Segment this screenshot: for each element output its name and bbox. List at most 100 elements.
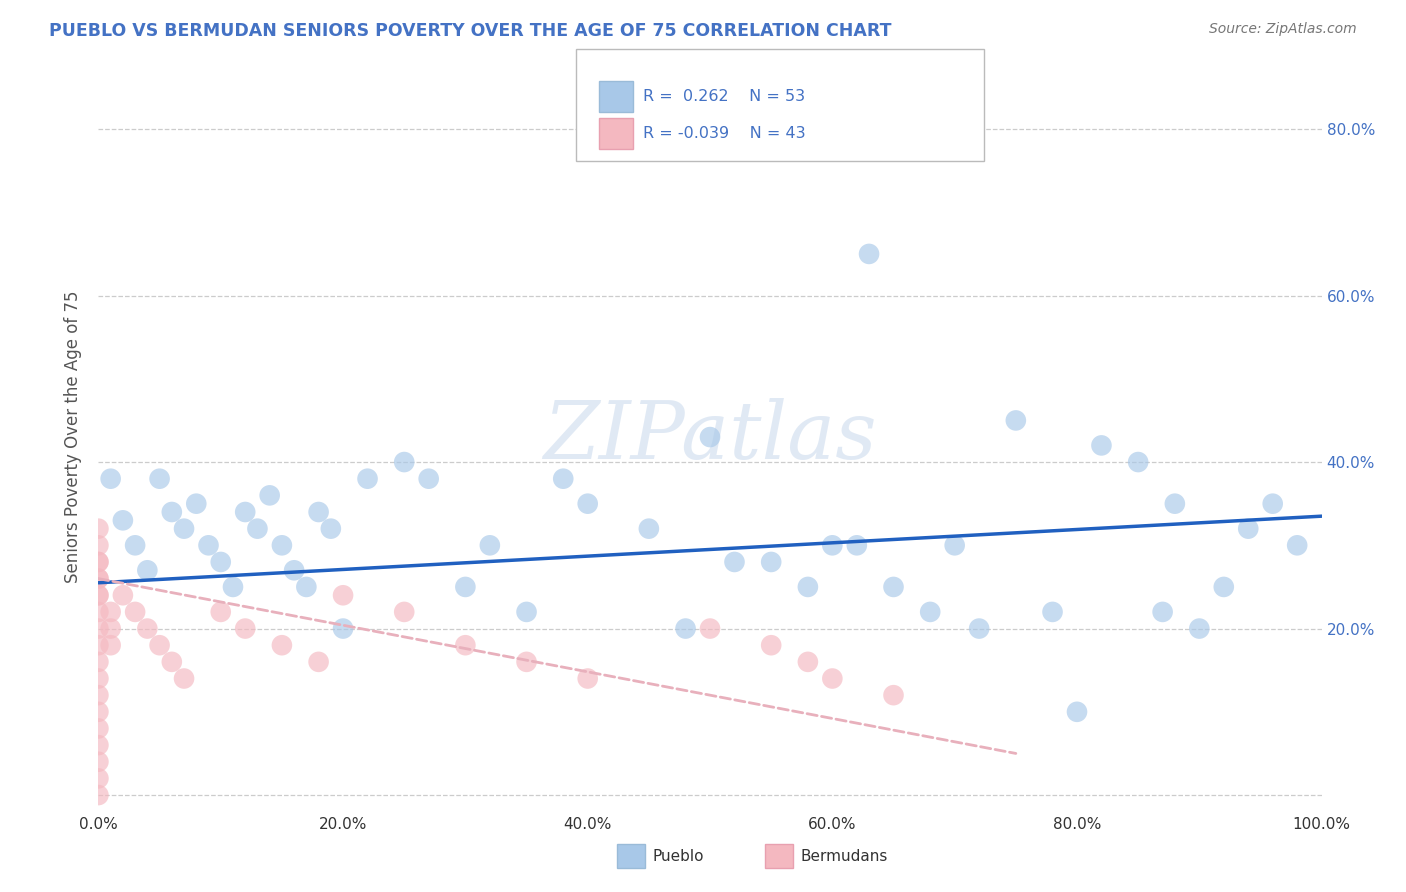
Point [515,605,537,619]
Point [967,622,990,636]
Point [222,580,245,594]
Point [821,538,844,552]
Point [418,472,440,486]
Point [87,555,110,569]
Point [332,622,354,636]
Point [1286,538,1309,552]
Text: Bermudans: Bermudans [800,849,887,863]
Point [136,563,159,577]
Point [270,638,294,652]
Point [576,497,599,511]
Point [87,555,110,569]
Point [332,588,354,602]
Point [111,588,134,602]
Point [699,430,721,444]
Point [270,538,294,552]
Point [160,655,183,669]
Point [943,538,966,552]
Point [821,672,844,686]
Text: Pueblo: Pueblo [652,849,704,863]
Point [845,538,868,552]
Point [454,580,477,594]
Point [100,472,122,486]
Point [87,738,110,752]
Point [173,522,195,536]
Point [1212,580,1234,594]
Point [295,580,318,594]
Point [233,622,256,636]
Y-axis label: Seniors Poverty Over the Age of 75: Seniors Poverty Over the Age of 75 [65,291,83,583]
Point [883,688,905,702]
Point [1237,522,1260,536]
Point [858,247,880,261]
Point [1128,455,1150,469]
Point [308,655,330,669]
Point [87,688,110,702]
Point [87,655,110,669]
Point [1261,497,1284,511]
Point [392,605,416,619]
Text: R = -0.039    N = 43: R = -0.039 N = 43 [643,126,806,141]
Point [1164,497,1187,511]
Point [233,505,256,519]
Point [1004,413,1026,427]
Point [100,622,122,636]
Point [883,580,905,594]
Point [797,580,820,594]
Point [920,605,942,619]
Point [87,755,110,769]
Point [87,622,110,636]
Point [87,538,110,552]
Text: R =  0.262    N = 53: R = 0.262 N = 53 [643,89,804,104]
Point [136,622,159,636]
Point [454,638,477,652]
Text: ZIPatlas: ZIPatlas [543,399,877,475]
Point [246,522,269,536]
Point [209,605,232,619]
Point [173,672,195,686]
Point [111,513,134,527]
Point [319,522,342,536]
Point [87,788,110,802]
Point [87,572,110,586]
Point [283,563,305,577]
Point [124,605,146,619]
Point [186,497,208,511]
Point [87,638,110,652]
Point [637,522,661,536]
Point [308,505,330,519]
Point [392,455,416,469]
Point [1188,622,1211,636]
Point [478,538,501,552]
Point [87,605,110,619]
Point [87,572,110,586]
Point [1090,438,1112,452]
Point [87,722,110,736]
Point [797,655,820,669]
Point [1066,705,1088,719]
Point [1042,605,1064,619]
Point [87,588,110,602]
Point [160,505,183,519]
Point [761,555,783,569]
Point [761,638,783,652]
Point [87,672,110,686]
Text: Source: ZipAtlas.com: Source: ZipAtlas.com [1209,22,1357,37]
Text: PUEBLO VS BERMUDAN SENIORS POVERTY OVER THE AGE OF 75 CORRELATION CHART: PUEBLO VS BERMUDAN SENIORS POVERTY OVER … [49,22,891,40]
Point [553,472,575,486]
Point [356,472,378,486]
Point [87,588,110,602]
Point [259,488,281,502]
Point [209,555,232,569]
Point [1152,605,1174,619]
Point [124,538,146,552]
Point [87,772,110,786]
Point [197,538,219,552]
Point [87,522,110,536]
Point [149,472,172,486]
Point [100,638,122,652]
Point [576,672,599,686]
Point [699,622,721,636]
Point [149,638,172,652]
Point [100,605,122,619]
